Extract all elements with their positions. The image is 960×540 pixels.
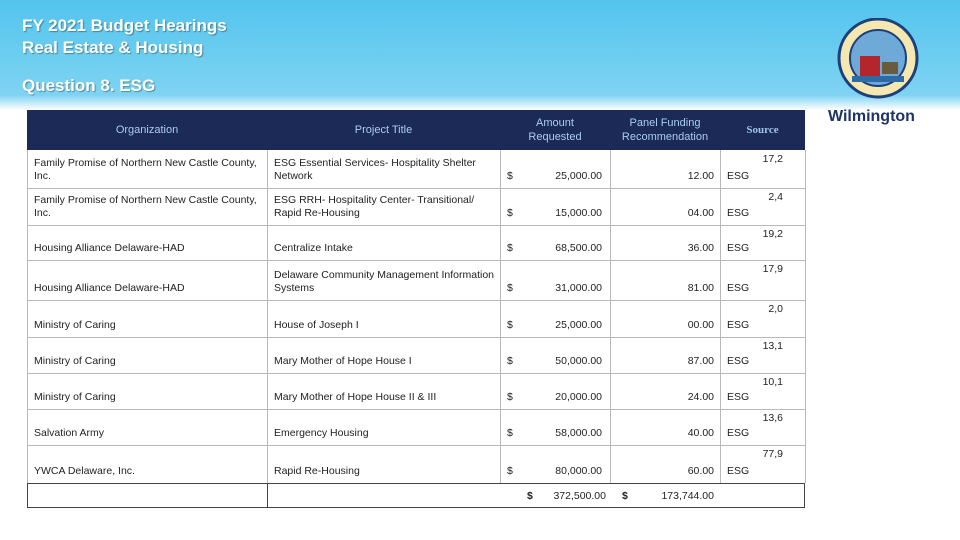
source: ESG — [727, 170, 750, 182]
amount: 31,000.00 — [555, 282, 602, 294]
column-line — [610, 150, 611, 483]
project-title: Mary Mother of Hope House II & III — [274, 391, 437, 403]
row-line — [27, 409, 805, 410]
panel-amount: 04.00 — [687, 207, 714, 219]
panel-amount: 00.00 — [687, 319, 714, 331]
organization: Ministry of Caring — [34, 355, 116, 367]
project-title: ESG Essential Services- Hospitality Shel… — [274, 157, 476, 182]
row-line — [27, 260, 805, 261]
source: ESG — [727, 282, 750, 294]
column-line — [805, 150, 806, 483]
source: ESG — [727, 427, 750, 439]
source: ESG — [727, 391, 750, 403]
amount: 50,000.00 — [555, 355, 602, 367]
column-line — [720, 150, 721, 483]
column-header: Source — [746, 124, 779, 136]
column-line — [267, 150, 268, 483]
project-title: Rapid Re-Housing — [274, 465, 360, 477]
dollar-sign: $ — [507, 282, 513, 294]
organization: Salvation Army — [34, 427, 105, 439]
source: ESG — [727, 242, 750, 254]
total-divider — [267, 483, 268, 508]
source: ESG — [727, 465, 750, 477]
panel-amount: 24.00 — [687, 391, 714, 403]
project-title: Emergency Housing — [274, 427, 369, 439]
panel-prefix: 19,2 — [762, 228, 783, 240]
title-line: Real Estate & Housing — [22, 38, 204, 57]
column-header: Project Title — [354, 124, 413, 136]
panel-amount: 81.00 — [687, 282, 714, 294]
dollar-sign: $ — [507, 465, 513, 477]
column-header: Amount Requested — [528, 117, 582, 143]
organization: Family Promise of Northern New Castle Co… — [34, 157, 257, 182]
column-line — [27, 150, 28, 483]
amount: 15,000.00 — [555, 207, 602, 219]
amount: 58,000.00 — [555, 427, 602, 439]
panel-prefix: 10,1 — [762, 376, 783, 388]
dollar-sign: $ — [507, 242, 513, 254]
amount: 25,000.00 — [555, 170, 602, 182]
dollar-sign: $ — [507, 319, 513, 331]
total-row-box — [27, 483, 805, 508]
total-dollar: $ — [527, 490, 533, 502]
dollar-sign: $ — [507, 170, 513, 182]
organization: YWCA Delaware, Inc. — [34, 465, 135, 477]
title-line: FY 2021 Budget Hearings — [22, 16, 227, 35]
header-row — [27, 110, 805, 150]
project-title: Mary Mother of Hope House I — [274, 355, 412, 367]
total-panel: 173,744.00 — [661, 490, 714, 502]
project-title: ESG RRH- Hospitality Center- Transitiona… — [274, 194, 475, 219]
amount: 20,000.00 — [555, 391, 602, 403]
organization: Housing Alliance Delaware-HAD — [34, 282, 185, 294]
organization: Ministry of Caring — [34, 319, 116, 331]
panel-amount: 60.00 — [687, 465, 714, 477]
project-title: Delaware Community Management Informatio… — [274, 269, 495, 294]
source: ESG — [727, 319, 750, 331]
project-title: House of Joseph I — [274, 319, 359, 331]
panel-prefix: 17,9 — [762, 263, 783, 275]
total-amount: 372,500.00 — [553, 490, 606, 502]
amount: 25,000.00 — [555, 319, 602, 331]
panel-prefix: 13,6 — [762, 412, 783, 424]
amount: 68,500.00 — [555, 242, 602, 254]
amount: 80,000.00 — [555, 465, 602, 477]
panel-prefix: 13,1 — [762, 340, 783, 352]
column-line — [500, 150, 501, 483]
panel-amount: 40.00 — [687, 427, 714, 439]
panel-prefix: 77,9 — [762, 448, 783, 460]
column-header: Panel Funding Recommendation — [621, 117, 709, 143]
project-title: Centralize Intake — [274, 242, 353, 254]
panel-prefix: 2,0 — [768, 303, 783, 315]
panel-amount: 36.00 — [687, 242, 714, 254]
organization: Ministry of Caring — [34, 391, 116, 403]
source: ESG — [727, 355, 750, 367]
subtitle: Question 8. ESG — [22, 76, 156, 95]
dollar-sign: $ — [507, 207, 513, 219]
panel-amount: 87.00 — [687, 355, 714, 367]
dollar-sign: $ — [507, 427, 513, 439]
dollar-sign: $ — [507, 355, 513, 367]
row-line — [27, 373, 805, 374]
row-line — [27, 337, 805, 338]
organization: Housing Alliance Delaware-HAD — [34, 242, 185, 254]
source: ESG — [727, 207, 750, 219]
panel-prefix: 17,2 — [762, 153, 783, 165]
column-header: Organization — [115, 124, 179, 136]
row-line — [27, 188, 805, 189]
total-panel-dollar: $ — [622, 490, 628, 502]
row-line — [27, 225, 805, 226]
city-seal — [837, 18, 919, 99]
panel-amount: 12.00 — [687, 170, 714, 182]
row-line — [27, 445, 805, 446]
dollar-sign: $ — [507, 391, 513, 403]
logo-text: Wilmington — [828, 108, 915, 125]
row-line — [27, 300, 805, 301]
organization: Family Promise of Northern New Castle Co… — [34, 194, 257, 219]
panel-prefix: 2,4 — [768, 191, 783, 203]
